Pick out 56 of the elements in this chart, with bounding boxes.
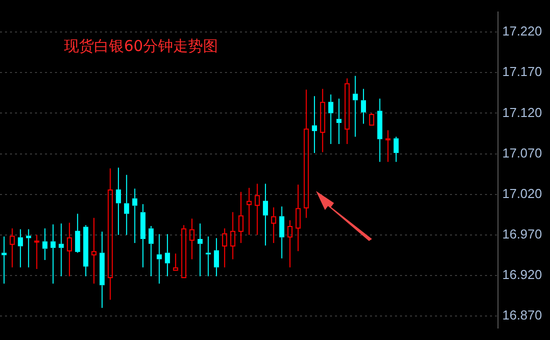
- candlestick: [148, 225, 154, 277]
- y-tick-label: 16.970: [502, 226, 542, 242]
- candlestick: [394, 136, 399, 162]
- candlestick: [91, 217, 96, 284]
- candlestick: [230, 212, 236, 260]
- candlestick: [26, 228, 32, 268]
- candlestick: [83, 224, 88, 277]
- candlestick: [304, 89, 309, 218]
- candlestick: [140, 204, 146, 268]
- candlestick: [271, 206, 276, 244]
- candlestick: [198, 223, 203, 277]
- candlestick: [132, 188, 138, 244]
- candlestick: [254, 183, 260, 236]
- candlestick: [246, 187, 252, 236]
- candlestick: [75, 213, 80, 254]
- candlestick: [58, 223, 64, 277]
- candlestick: [385, 130, 391, 162]
- candlestick: [238, 191, 244, 244]
- candlestick: [10, 228, 15, 268]
- candlestick: [42, 228, 48, 261]
- candlestick: [369, 112, 374, 126]
- candlestick: [214, 238, 219, 277]
- candlestick: [377, 98, 382, 162]
- candlestick: [50, 224, 56, 284]
- candlestick: [66, 222, 72, 277]
- candlestick: [124, 174, 130, 236]
- y-tick-label: 16.870: [502, 308, 542, 323]
- candlestick: [320, 88, 326, 153]
- candlestick: [296, 184, 301, 252]
- candlestick: [100, 231, 105, 308]
- candlestick: [189, 218, 194, 260]
- y-tick-label: 17.070: [502, 145, 542, 160]
- candlestick: [116, 167, 121, 236]
- candlestick: [328, 94, 334, 145]
- y-tick-label: 17.120: [502, 104, 542, 120]
- candlestick: [222, 228, 228, 268]
- candlestick: [279, 206, 284, 259]
- y-tick-label: 17.220: [502, 24, 542, 39]
- candlestick: [206, 236, 211, 277]
- candlestick: [173, 253, 178, 271]
- y-tick-label: 16.920: [502, 267, 542, 282]
- y-tick-label: 17.170: [502, 64, 542, 80]
- candlestick: [18, 228, 23, 268]
- candlestick: [156, 234, 162, 284]
- candlestick: [360, 88, 366, 124]
- candlestick: [262, 183, 268, 246]
- candlestick: [34, 234, 40, 270]
- candlestick: [312, 96, 317, 154]
- candlestick: [344, 78, 350, 145]
- candlestick: [352, 75, 358, 138]
- candlestick: [164, 234, 170, 277]
- candlestick: [336, 98, 342, 145]
- candlestick: [287, 220, 292, 268]
- text: 现货白银60分钟走势图: [64, 36, 218, 55]
- y-tick-label: 17.020: [502, 186, 542, 201]
- candlestick: [108, 168, 113, 300]
